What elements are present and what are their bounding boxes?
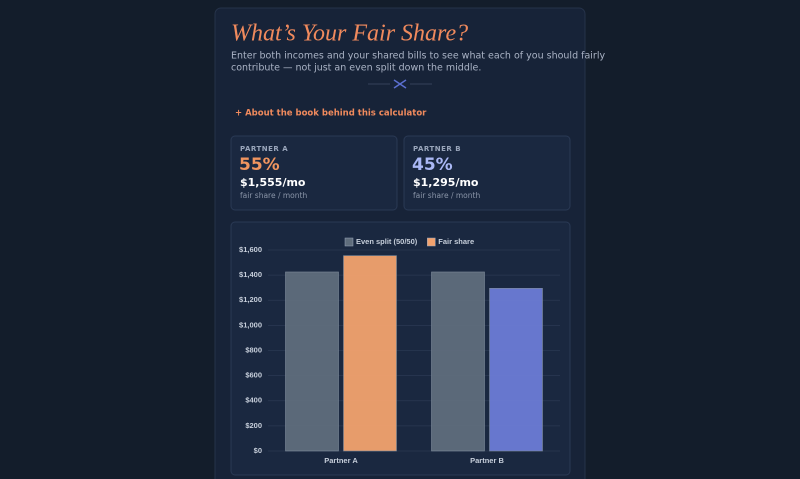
x-tick-label: Partner A (324, 456, 358, 465)
y-tick-label: $1,400 (239, 270, 262, 279)
x-tick-label: Partner B (470, 456, 504, 465)
bar (285, 271, 339, 452)
legend-swatch (344, 237, 354, 247)
card-percent: 45% (412, 155, 453, 175)
about-link[interactable]: + About the book behind this calculator (235, 109, 427, 119)
card-percent: 55% (239, 155, 280, 175)
card-caption: fair share / month (413, 191, 480, 200)
legend-swatch (427, 237, 436, 247)
y-tick-label: $1,200 (239, 295, 262, 304)
card: PARTNER A 55% $1,555/mo fair share / mon… (230, 135, 398, 211)
bar (431, 271, 485, 452)
y-tick-label: $800 (245, 345, 262, 354)
legend-label: Fair share (438, 237, 474, 246)
card-amount: $1,295/mo (413, 176, 479, 189)
y-tick-label: $1,000 (239, 320, 262, 329)
y-tick-label: $600 (245, 371, 262, 380)
card-label: PARTNER A (240, 145, 288, 153)
card: PARTNER B 45% $1,295/mo fair share / mon… (403, 135, 571, 211)
bar (489, 288, 543, 452)
card-caption: fair share / month (240, 191, 307, 200)
subtitle: contribute — not just an even split down… (231, 63, 481, 74)
y-tick-label: $400 (245, 396, 262, 405)
legend-label: Even split (50/50) (356, 237, 418, 246)
card-amount: $1,555/mo (240, 176, 306, 189)
subtitle: Enter both incomes and your shared bills… (231, 51, 605, 62)
y-tick-label: $1,600 (239, 245, 262, 254)
card-label: PARTNER B (413, 145, 461, 153)
bar (343, 255, 397, 452)
divider (368, 79, 432, 89)
y-tick-label: $200 (245, 421, 262, 430)
y-tick-label: $0 (254, 446, 262, 455)
title: What’s Your Fair Share? (231, 21, 468, 47)
chart: $0 $200 $400 $600 $800 $1,000 $1,200 $1,400 $1,6… (239, 237, 560, 465)
